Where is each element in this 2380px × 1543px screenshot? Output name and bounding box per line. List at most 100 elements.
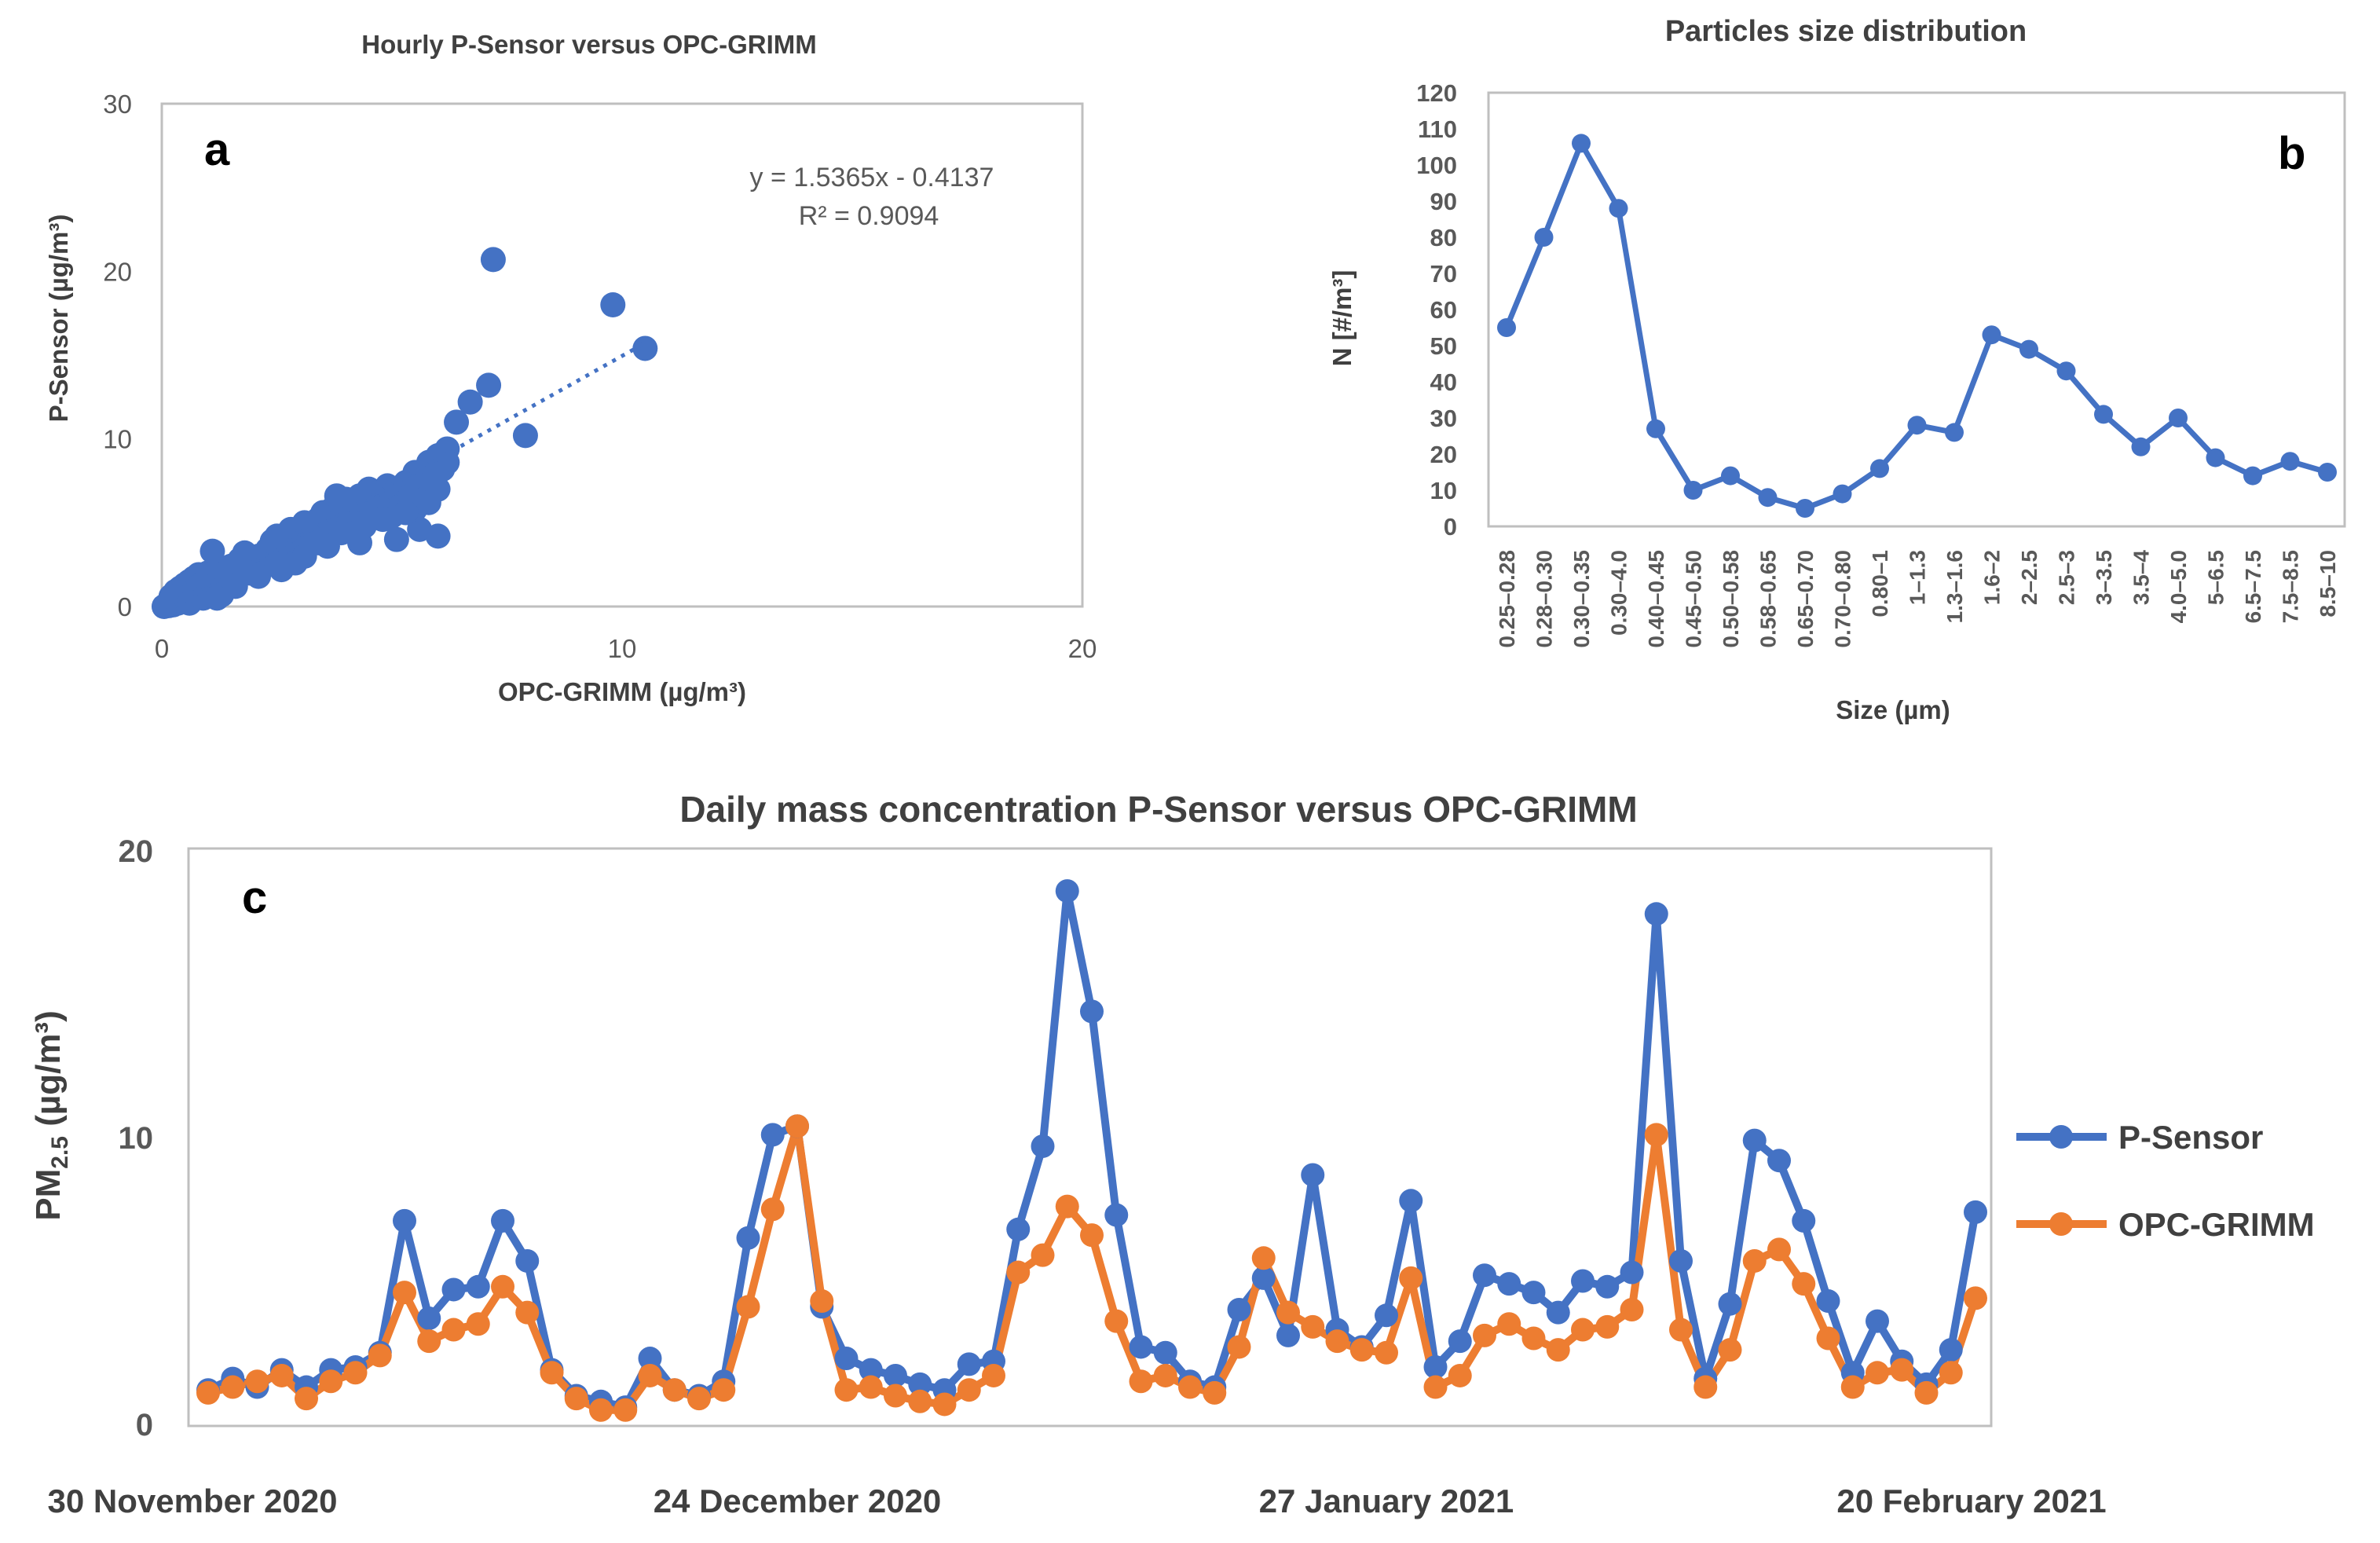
panel-a-point (306, 530, 331, 555)
panel-a-y-tick: 30 (103, 90, 132, 119)
p-sensor-point (1546, 1300, 1570, 1325)
opc-grimm-point (736, 1295, 760, 1319)
panel-b-point (1683, 481, 1703, 500)
panel-a-trend-equation: y = 1.5365x - 0.4137 (750, 163, 994, 192)
date-label-nov30: 30 November 2020 (48, 1483, 338, 1519)
panel-b-x-tick: 3–3.5 (2092, 550, 2116, 605)
opc-grimm-point (687, 1387, 711, 1411)
panel-a-x-tick: 20 (1068, 634, 1097, 663)
panel-b-series-line (1503, 140, 2328, 511)
panel-b-y-ticks: 0 10 20 30 40 50 60 70 80 90 100 110 120 (1416, 79, 1457, 541)
panel-b-x-axis-label: Size (µm) (1836, 695, 1950, 724)
p-sensor-point (491, 1208, 514, 1233)
panel-b-y-axis-label: N [#/m³] (1327, 270, 1357, 367)
panel-c-y-tick: 10 (119, 1121, 154, 1156)
opc-grimm-point (884, 1384, 907, 1408)
panel-b-x-tick: 3.5–4 (2129, 550, 2154, 605)
panel-a-y-ticks: 0 10 20 30 (103, 90, 132, 621)
date-label-dec24: 24 December 2020 (654, 1483, 942, 1519)
opc-grimm-point (1890, 1358, 1914, 1382)
panel-a-point (324, 483, 350, 509)
opc-grimm-point (515, 1300, 540, 1325)
panel-b-x-tick: 0.28–0.30 (1532, 550, 1557, 648)
p-sensor-point (884, 1363, 907, 1387)
legend-opc-grimm-marker (2049, 1212, 2073, 1236)
panel-b-plot-frame (1487, 91, 2346, 528)
panel-a-point (393, 500, 419, 526)
panel-b-y-tick: 0 (1444, 513, 1457, 541)
panel-a-point (425, 523, 451, 549)
opc-grimm-point (662, 1378, 687, 1402)
opc-grimm-point (1792, 1272, 1816, 1296)
panel-b-x-tick: 0.58–0.65 (1756, 550, 1781, 648)
opc-grimm-point (1227, 1335, 1251, 1359)
panel-b-x-tick: 0.25–0.28 (1495, 550, 1519, 648)
p-sensor-point (1104, 1203, 1129, 1227)
opc-grimm-point (1840, 1375, 1865, 1399)
opc-grimm-point (1153, 1363, 1177, 1387)
panel-a-point (200, 538, 225, 564)
panel-b-x-tick: 0.45–0.50 (1682, 550, 1706, 648)
opc-grimm-point (1914, 1380, 1939, 1405)
panel-b-line-chart: Particles size distribution b 0 10 20 30 40 5… (1327, 15, 2346, 724)
panel-b-point (1497, 318, 1516, 337)
panel-a-point (370, 507, 396, 533)
panel-a-point (246, 563, 272, 589)
opc-grimm-point (1055, 1194, 1079, 1219)
panel-b-point (2094, 405, 2113, 424)
p-sensor-point (1375, 1303, 1398, 1328)
opc-grimm-point (1399, 1266, 1423, 1290)
opc-grimm-point (417, 1329, 441, 1354)
opc-grimm-point (269, 1363, 294, 1387)
panel-a-point (222, 574, 248, 599)
panel-c-plot-frame (187, 847, 1993, 1428)
opc-grimm-point (393, 1281, 416, 1305)
panel-c-time-series-chart: Daily mass concentration P-Sensor versus… (29, 789, 2315, 1519)
opc-grimm-point (1423, 1375, 1448, 1399)
panel-b-x-tick: 0.50–0.58 (1719, 550, 1743, 648)
panel-b-y-tick: 40 (1430, 368, 1457, 396)
panel-b-point (2019, 339, 2038, 359)
p-sensor-point (1301, 1163, 1325, 1187)
panel-b-point (1833, 484, 1852, 504)
opc-grimm-point (810, 1289, 834, 1314)
panel-b-y-tick: 80 (1430, 224, 1457, 251)
opc-grimm-point (785, 1114, 809, 1138)
panel-b-point (1870, 459, 1889, 478)
opc-grimm-point (1497, 1312, 1521, 1336)
opc-grimm-point (1104, 1309, 1129, 1333)
panel-b-x-tick: 4.0–5.0 (2166, 550, 2191, 623)
panel-a-point (269, 557, 295, 583)
p-sensor-point (1620, 1260, 1644, 1285)
p-sensor-point (1080, 999, 1104, 1024)
panel-b-y-tick: 50 (1430, 332, 1457, 360)
p-sensor-point (466, 1274, 490, 1299)
panel-c-y-ticks: 0 10 20 (119, 834, 154, 1442)
panel-b-point (2280, 452, 2300, 471)
p-sensor-point (1251, 1266, 1276, 1290)
p-sensor-point (1006, 1217, 1031, 1241)
panel-a-plot-frame (160, 102, 1084, 608)
panel-a-y-tick: 10 (103, 425, 132, 454)
panel-a-point (480, 247, 506, 273)
legend: P-Sensor OPC-GRIMM (2016, 1119, 2315, 1243)
opc-grimm-point (1571, 1318, 1595, 1342)
panel-b-x-tick: 1.3–1.6 (1942, 550, 1967, 623)
panel-a-y-axis-label: P-Sensor (µg/m³) (44, 214, 73, 423)
panel-a-point (383, 526, 409, 552)
panel-b-point (1721, 466, 1740, 486)
panel-a-title: Hourly P-Sensor versus OPC-GRIMM (361, 30, 816, 59)
p-sensor-point (441, 1277, 466, 1302)
panel-b-point (2206, 448, 2225, 467)
opc-grimm-point (1939, 1361, 1963, 1385)
opc-grimm-point (1693, 1375, 1718, 1399)
legend-item-p-sensor: P-Sensor (2016, 1119, 2263, 1156)
legend-p-sensor-marker (2049, 1125, 2073, 1149)
opc-grimm-point (1178, 1375, 1202, 1399)
opc-grimm-point (1301, 1314, 1325, 1339)
panel-a-point (434, 449, 460, 475)
opc-grimm-point (245, 1369, 269, 1394)
date-label-feb20: 20 February 2021 (1836, 1483, 2106, 1519)
panel-b-x-tick: 7.5–8.5 (2279, 550, 2303, 623)
panel-b-x-tick: 0.40–0.45 (1644, 550, 1668, 648)
